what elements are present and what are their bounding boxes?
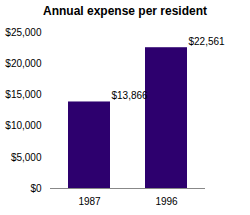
svg-text:$10,000: $10,000	[5, 120, 42, 131]
svg-text:$15,000: $15,000	[5, 89, 42, 100]
svg-text:$0: $0	[30, 183, 42, 194]
html-text:Annual expense per resident: Annual expense per resident	[43, 4, 207, 18]
svg-text:$22,561: $22,561	[189, 36, 226, 47]
svg-text:$13,866: $13,866	[112, 90, 149, 101]
svg-text:$5,000: $5,000	[11, 152, 42, 163]
svg-text:$20,000: $20,000	[5, 58, 42, 69]
svg-text:1987: 1987	[78, 196, 101, 207]
svg-text:1996: 1996	[155, 196, 178, 207]
svg-text:$25,000: $25,000	[5, 27, 42, 38]
